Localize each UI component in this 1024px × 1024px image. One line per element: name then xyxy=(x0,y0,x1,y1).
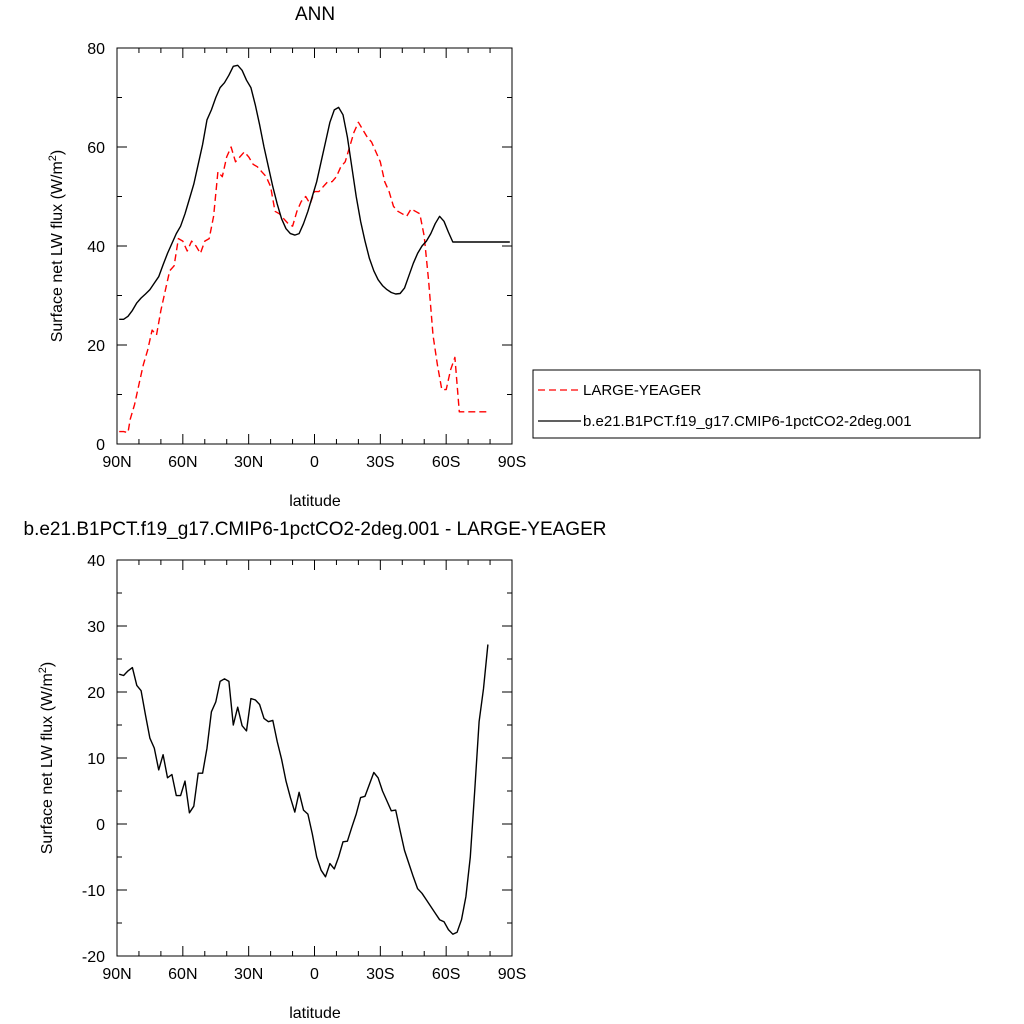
bottom-y-axis-label-sup: 2 xyxy=(37,667,49,673)
top-x-tick-label: 90N xyxy=(102,454,131,471)
top-series-group xyxy=(119,64,510,434)
top-x-tick-label: 30N xyxy=(234,454,263,471)
bottom-chart-title: b.e21.B1PCT.f19_g17.CMIP6-1pctCO2-2deg.0… xyxy=(24,519,607,540)
top-x-tick-label: 0 xyxy=(310,454,319,471)
bottom-series-line-0 xyxy=(119,644,489,935)
top-x-tick-label: 30S xyxy=(366,454,394,471)
bottom-y-tick-label: 30 xyxy=(87,619,105,636)
bottom-x-tick-label: 60N xyxy=(168,966,197,983)
legend: LARGE-YEAGER b.e21.B1PCT.f19_g17.CMIP6-1… xyxy=(532,369,981,439)
bottom-y-tick-label: 20 xyxy=(87,685,105,702)
bottom-x-tick-label: 90N xyxy=(102,966,131,983)
top-series-line-1 xyxy=(119,64,510,320)
bottom-y-axis-label-close: ) xyxy=(39,662,56,667)
top-plot-frame xyxy=(116,47,513,445)
legend-label-large-yeager: LARGE-YEAGER xyxy=(583,382,702,399)
top-y-tick-label: 20 xyxy=(87,338,105,355)
bottom-axis-ticks: 90N 60N 30N 0 30S 60S 90S -20 -10 0 10 20 30 40 xyxy=(82,553,526,983)
bottom-x-tick-label: 60S xyxy=(432,966,460,983)
top-x-tick-label: 60N xyxy=(168,454,197,471)
bottom-y-tick-label: -20 xyxy=(82,949,105,966)
bottom-x-tick-label: 30N xyxy=(234,966,263,983)
top-chart-panel: ANN 90N 60N 30N 0 30S 60S 90S 0 20 40 60 80 latitud… xyxy=(47,4,981,510)
bottom-chart-panel: b.e21.B1PCT.f19_g17.CMIP6-1pctCO2-2deg.0… xyxy=(24,519,607,1022)
top-x-axis-label: latitude xyxy=(289,493,341,510)
top-y-tick-label: 60 xyxy=(87,140,105,157)
bottom-y-axis-label: Surface net LW flux (W/m2) xyxy=(37,662,56,855)
top-y-axis-label: Surface net LW flux (W/m2) xyxy=(47,150,66,343)
legend-box xyxy=(532,369,981,439)
top-y-axis-label-close: ) xyxy=(49,150,66,155)
bottom-plot-frame xyxy=(116,559,513,957)
top-series-line-0 xyxy=(119,121,488,434)
bottom-x-axis-label: latitude xyxy=(289,1005,341,1022)
top-x-tick-label: 90S xyxy=(498,454,526,471)
bottom-x-tick-label: 30S xyxy=(366,966,394,983)
top-axis-ticks: 90N 60N 30N 0 30S 60S 90S 0 20 40 60 80 xyxy=(87,41,526,471)
top-y-axis-label-main: Surface net LW flux (W/m xyxy=(49,161,66,342)
top-y-axis-label-sup: 2 xyxy=(47,155,59,161)
top-y-tick-label: 0 xyxy=(96,437,105,454)
legend-label-b-e21: b.e21.B1PCT.f19_g17.CMIP6-1pctCO2-2deg.0… xyxy=(583,413,912,430)
top-x-tick-label: 60S xyxy=(432,454,460,471)
bottom-y-tick-label: 40 xyxy=(87,553,105,570)
top-y-tick-label: 40 xyxy=(87,239,105,256)
bottom-y-tick-label: 10 xyxy=(87,751,105,768)
top-y-tick-label: 80 xyxy=(87,41,105,58)
bottom-x-tick-label: 0 xyxy=(310,966,319,983)
top-chart-title: ANN xyxy=(295,4,335,25)
bottom-y-tick-label: -10 xyxy=(82,883,105,900)
bottom-y-axis-label-main: Surface net LW flux (W/m xyxy=(39,673,56,854)
bottom-x-tick-label: 90S xyxy=(498,966,526,983)
bottom-y-tick-label: 0 xyxy=(96,817,105,834)
bottom-series-group xyxy=(119,644,489,935)
